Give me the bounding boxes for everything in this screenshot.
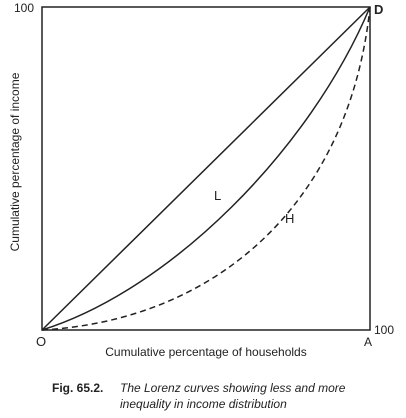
x-max-label: 100 xyxy=(374,323,394,337)
origin-label: O xyxy=(36,334,46,349)
corner-label: D xyxy=(374,2,383,17)
frame xyxy=(41,6,371,331)
caption-text: The Lorenz curves showing less and more xyxy=(120,381,346,395)
y-axis-label: Cumulative percentage of income xyxy=(8,72,22,251)
caption-number: Fig. 65.2. xyxy=(52,381,103,395)
x-axis-label: Cumulative percentage of households xyxy=(105,345,306,359)
caption-text: inequality in income distribution xyxy=(120,397,287,411)
curve-label: L xyxy=(214,188,221,203)
lorenz-curve-l xyxy=(41,6,371,331)
lorenz-curve-h xyxy=(41,6,371,331)
corner-label: A xyxy=(364,335,372,349)
y-max-label: 100 xyxy=(14,1,34,15)
equality-line xyxy=(41,6,371,331)
curve-label: H xyxy=(285,211,294,226)
